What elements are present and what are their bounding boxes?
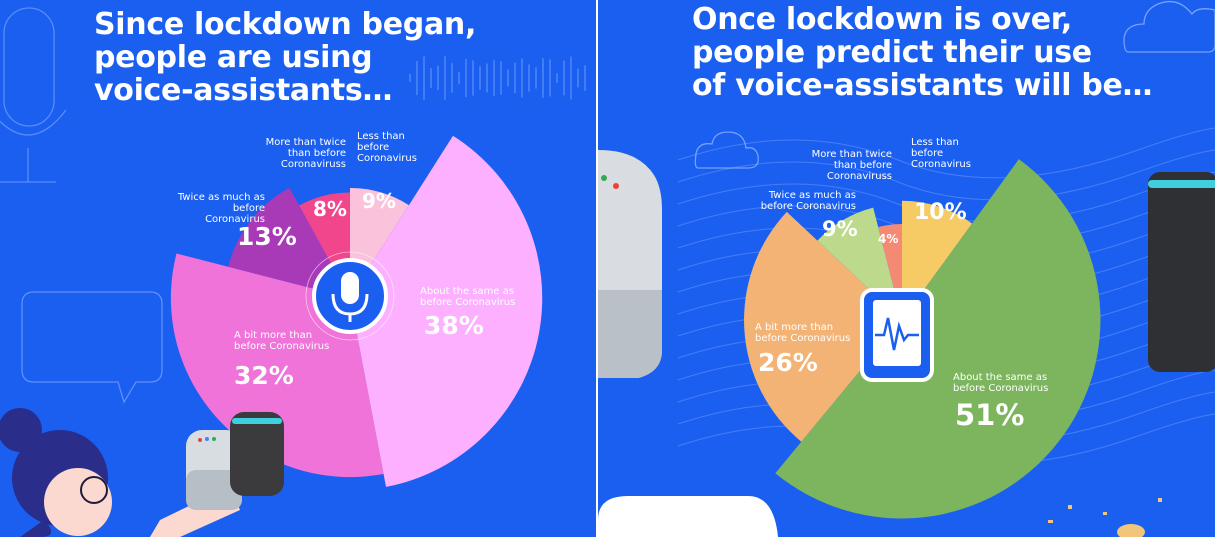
right-label-less: Less than before Coronavirus	[911, 137, 971, 170]
soundwave-decor-icon	[409, 56, 586, 100]
right-decor	[598, 0, 1215, 537]
label-line: Coronavirus	[911, 159, 971, 170]
left-title: Since lockdown began, people are using v…	[94, 8, 494, 107]
right-value-same: 51%	[955, 398, 1025, 432]
label-line: A bit more than	[755, 322, 834, 333]
left-label-less: Less than before Coronavirus	[357, 131, 417, 164]
left-value-less: 9%	[362, 189, 396, 213]
right-value-more-than-twice: 4%	[878, 232, 899, 246]
left-value-twice: 13%	[237, 222, 297, 251]
label-line: More than twice	[811, 149, 892, 160]
left-value-same: 38%	[424, 311, 484, 340]
label-line: Coronavirus	[357, 153, 417, 164]
slice-about-same	[350, 135, 543, 487]
right-title-line: people predict their use	[692, 35, 1092, 70]
label-line: before Coronavirus	[953, 383, 1049, 394]
left-label-more-than-twice: More than twice than before Coronaviruss	[262, 137, 346, 170]
phone-waveform-icon	[860, 288, 934, 382]
label-line: before Coronavirus	[205, 203, 265, 225]
panel-divider	[596, 0, 598, 537]
mic-outline-decor-icon	[0, 7, 67, 183]
right-value-bit-more: 26%	[758, 348, 818, 377]
label-line: About the same as	[953, 372, 1048, 383]
right-label-more-than-twice: More than twice than before Coronaviruss	[806, 149, 892, 182]
confetti-decor-icon	[1048, 498, 1162, 537]
label-line: before Coronavirus	[234, 341, 330, 352]
right-label-twice: Twice as much as before Coronavirus	[758, 190, 856, 212]
label-line: Coronaviruss	[826, 171, 892, 182]
left-value-bit-more: 32%	[234, 361, 294, 390]
right-title-line: of voice-assistants will be…	[692, 68, 1153, 103]
right-rose-chart	[744, 159, 1101, 519]
left-title-line: Since lockdown began,	[94, 7, 477, 42]
label-line: About the same as	[420, 286, 515, 297]
right-label-same: About the same as before Coronavirus	[953, 372, 1048, 394]
right-title: Once lockdown is over, people predict th…	[692, 3, 1162, 102]
speech-bubble-decor-icon	[21, 291, 163, 404]
smart-speakers-icon	[186, 412, 284, 510]
label-line: More than twice	[265, 137, 346, 148]
right-value-twice: 9%	[822, 217, 858, 241]
slice-twice	[228, 187, 350, 298]
left-rose-chart	[170, 135, 543, 487]
left-infographic-panel: Since lockdown began, people are using v…	[0, 0, 596, 537]
microphone-icon	[305, 251, 395, 341]
label-line: before	[911, 148, 944, 159]
label-line: Coronaviruss	[280, 159, 346, 170]
left-title-line: people are using	[94, 40, 373, 75]
cloud-decor-icon	[694, 131, 759, 169]
label-line: before	[357, 142, 390, 153]
label-line: A bit more than	[234, 330, 313, 341]
slice-about-same	[775, 159, 1101, 519]
left-label-twice: Twice as much as before Coronavirus	[173, 192, 265, 225]
left-label-same: About the same as before Coronavirus	[420, 286, 515, 308]
echo-speaker-icon	[1148, 172, 1215, 372]
label-line: than before	[287, 148, 346, 159]
label-line: before Coronavirus	[420, 297, 516, 308]
right-title-line: Once lockdown is over,	[692, 2, 1072, 37]
label-line: Twice as much as	[768, 190, 856, 201]
right-label-bit-more: A bit more than before Coronavirus	[755, 322, 850, 344]
left-label-bit-more: A bit more than before Coronavirus	[234, 330, 329, 352]
slice-bit-more	[744, 211, 902, 442]
left-title-line: voice-assistants…	[94, 73, 393, 108]
white-corner-shape	[598, 496, 778, 537]
label-line: before Coronavirus	[760, 201, 856, 212]
label-line: than before	[833, 160, 892, 171]
label-line: Less than	[357, 131, 405, 142]
right-value-less: 10%	[914, 200, 967, 225]
label-line: before Coronavirus	[755, 333, 851, 344]
google-home-speaker-icon	[598, 150, 662, 378]
left-decor	[0, 7, 586, 537]
label-line: Less than	[911, 137, 959, 148]
label-line: Twice as much as	[177, 192, 265, 203]
left-value-more-than-twice: 8%	[313, 197, 347, 221]
right-infographic-panel: Once lockdown is over, people predict th…	[598, 0, 1215, 537]
